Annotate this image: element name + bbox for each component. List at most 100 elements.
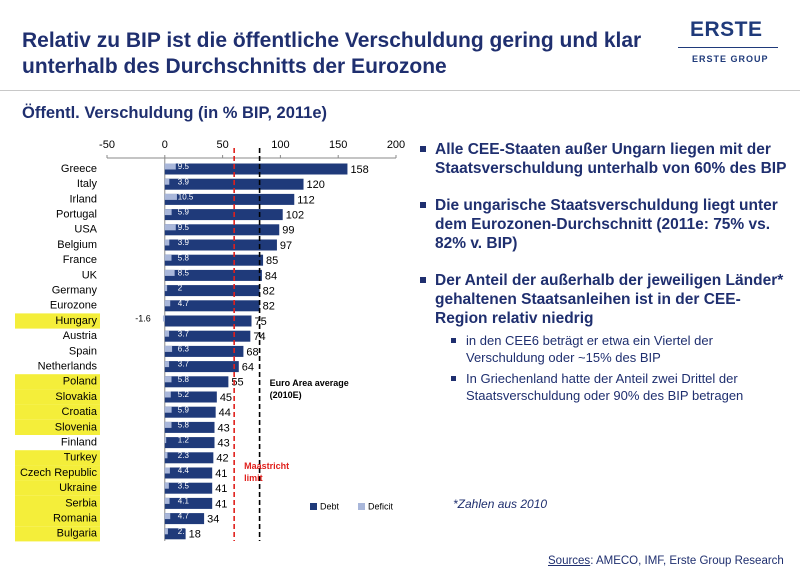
- y-tick-label: Poland: [63, 376, 97, 388]
- deficit-bar: [164, 437, 167, 444]
- debt-label: 44: [219, 407, 231, 419]
- debt-bar: [164, 254, 264, 266]
- deficit-label: 3.7: [178, 360, 190, 369]
- y-tick-label: Austria: [63, 330, 98, 342]
- deficit-bar: [164, 209, 172, 216]
- debt-label: 42: [216, 453, 228, 465]
- debt-label: 74: [253, 331, 265, 343]
- sub-bullet: in den CEE6 beträgt er etwa ein Viertel …: [451, 332, 790, 366]
- logo: ERSTE: [690, 18, 763, 41]
- bullet-text: Der Anteil der außerhalb der jeweiligen …: [435, 272, 784, 327]
- deficit-label: -1.6: [135, 313, 151, 323]
- y-tick-label: Eurozone: [50, 300, 97, 312]
- deficit-label: 4.7: [178, 299, 190, 308]
- debt-bar: [164, 376, 229, 388]
- legend-swatch: [310, 503, 317, 510]
- y-tick-label: Irland: [69, 193, 97, 205]
- deficit-label: 3.9: [178, 177, 190, 186]
- y-tick-label: Bulgaria: [57, 528, 98, 540]
- debt-bar: [164, 406, 216, 418]
- x-tick-label: -50: [99, 139, 115, 151]
- deficit-label: 9.5: [178, 162, 190, 171]
- y-tick-label: Netherlands: [38, 361, 98, 373]
- x-tick-label: 50: [216, 139, 228, 151]
- debt-label: 112: [297, 194, 315, 206]
- debt-label: 18: [189, 529, 201, 541]
- sources: Sources: AMECO, IMF, Erste Group Researc…: [548, 555, 784, 567]
- y-tick-label: Ukraine: [59, 482, 97, 494]
- deficit-bar: [164, 178, 170, 185]
- x-tick-label: 0: [162, 139, 168, 151]
- deficit-label: 3.9: [178, 238, 190, 247]
- debt-label: 41: [215, 498, 227, 510]
- sources-label: Sources: [548, 555, 591, 567]
- deficit-bar: [164, 361, 170, 368]
- debt-bar: [164, 163, 348, 175]
- debt-bar: [164, 269, 262, 281]
- deficit-label: 9.5: [178, 223, 190, 232]
- debt-label: 120: [307, 179, 325, 191]
- deficit-label: 4.4: [178, 466, 190, 475]
- debt-label: 82: [263, 301, 275, 313]
- slide-title: Relativ zu BIP ist die öffentliche Versc…: [22, 29, 642, 78]
- x-tick-label: 200: [387, 139, 405, 151]
- deficit-bar: [164, 467, 170, 474]
- deficit-label: 3.5: [178, 481, 190, 490]
- deficit-label: 5.9: [178, 405, 190, 414]
- debt-bar: [164, 421, 215, 433]
- highlight: [15, 480, 100, 496]
- deficit-label: 2.7: [178, 527, 190, 536]
- debt-bar: [164, 361, 239, 373]
- deficit-bar: [164, 254, 172, 261]
- deficit-bar: [164, 513, 171, 520]
- y-tick-label: Croatia: [62, 406, 98, 418]
- debt-bar: [164, 300, 260, 312]
- highlight: [15, 450, 100, 466]
- legend-label: Deficit: [368, 501, 394, 511]
- debt-label: 82: [263, 286, 275, 298]
- reference-label: Maastricht limit: [244, 461, 290, 483]
- debt-bar: [164, 452, 214, 464]
- deficit-bar: [164, 421, 172, 428]
- y-tick-label: France: [63, 254, 97, 266]
- divider: [0, 90, 800, 91]
- debt-label: 64: [242, 362, 254, 374]
- reference-label: Euro Area average (2010E): [269, 378, 349, 400]
- logo-subtitle: ERSTE GROUP: [692, 54, 769, 64]
- y-tick-label: Romania: [53, 513, 98, 525]
- debt-bar: [164, 209, 283, 221]
- x-tick-label: 150: [329, 139, 347, 151]
- deficit-bar: [164, 391, 171, 398]
- chart-title: Öffentl. Verschuldung (in % BIP, 2011e): [22, 104, 328, 122]
- debt-label: 68: [246, 346, 258, 358]
- deficit-bar: [164, 452, 168, 459]
- debt-bar: [164, 391, 217, 403]
- deficit-label: 5.8: [178, 421, 190, 430]
- deficit-label: 4.1: [178, 497, 190, 506]
- debt-bar: [164, 330, 251, 342]
- deficit-bar: [164, 163, 176, 170]
- deficit-bar: [164, 406, 172, 413]
- highlight: [15, 465, 100, 481]
- y-tick-label: Spain: [69, 345, 97, 357]
- deficit-bar: [164, 345, 173, 352]
- deficit-bar: [164, 528, 168, 535]
- deficit-label: 8.5: [178, 269, 190, 278]
- debt-bar: [164, 467, 213, 479]
- legend-label: Debt: [320, 501, 340, 511]
- highlight: [15, 419, 100, 435]
- deficit-label: 3.7: [178, 329, 190, 338]
- highlight: [15, 526, 100, 542]
- y-tick-label: Czech Republic: [20, 467, 98, 479]
- legend-swatch: [358, 503, 365, 510]
- y-tick-label: Greece: [61, 163, 97, 175]
- debt-bar: [164, 528, 186, 540]
- deficit-bar: [164, 239, 170, 246]
- bullet: Der Anteil der außerhalb der jeweiligen …: [420, 271, 790, 404]
- deficit-bar: [164, 300, 171, 307]
- y-tick-label: Slovakia: [55, 391, 97, 403]
- debt-bar: [164, 497, 213, 509]
- deficit-bar: [164, 269, 175, 276]
- y-tick-label: Germany: [52, 285, 98, 297]
